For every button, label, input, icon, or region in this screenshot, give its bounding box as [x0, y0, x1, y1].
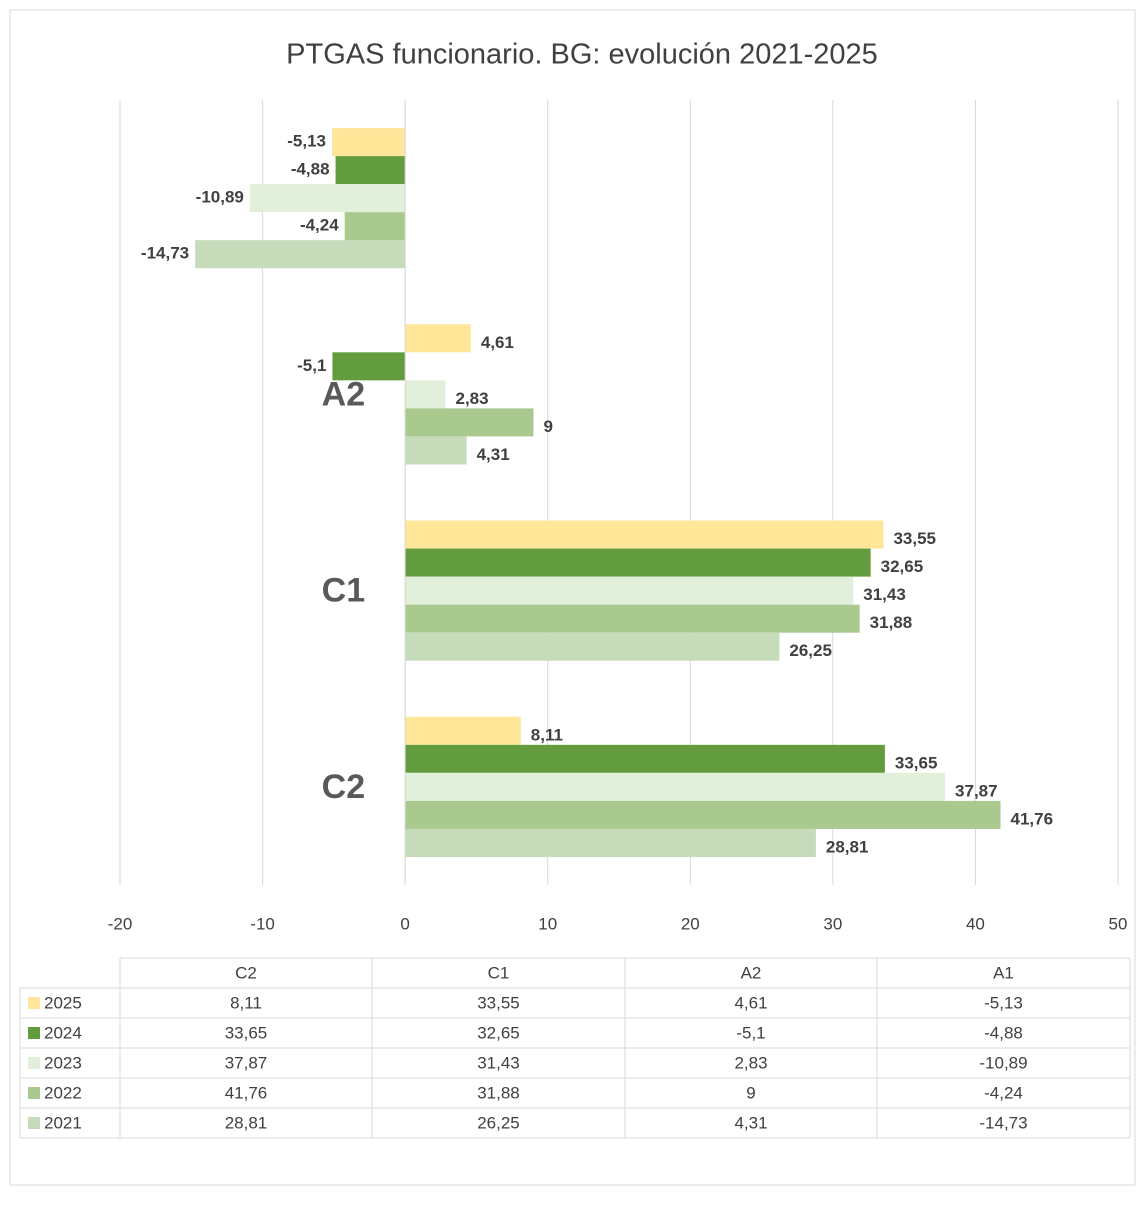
x-tick-label: 30 — [823, 914, 842, 933]
bar — [195, 240, 406, 269]
bar — [405, 604, 860, 633]
table-cell: 37,87 — [225, 1053, 268, 1072]
data-label: -14,73 — [141, 244, 189, 263]
table-cell: 26,25 — [477, 1113, 520, 1132]
data-label: 4,31 — [477, 445, 510, 464]
table-cell: 8,11 — [230, 993, 262, 1012]
x-tick-label: 50 — [1109, 914, 1128, 933]
table-cell: 4,31 — [734, 1113, 767, 1132]
table-header: C2 — [235, 963, 257, 982]
x-tick-label: 10 — [538, 914, 557, 933]
bar — [405, 744, 885, 773]
legend-label: 2024 — [44, 1023, 82, 1042]
table-cell: -4,24 — [984, 1083, 1023, 1102]
bar — [249, 184, 406, 213]
table-cell: 33,65 — [225, 1023, 268, 1042]
x-tick-label: -20 — [108, 914, 133, 933]
x-tick-label: -10 — [250, 914, 275, 933]
table-cell: 31,43 — [477, 1053, 520, 1072]
table-cell: 2,83 — [734, 1053, 767, 1072]
data-label: 33,55 — [893, 529, 936, 548]
data-label: 9 — [543, 417, 552, 436]
bar — [405, 380, 446, 409]
data-label: 37,87 — [955, 781, 998, 800]
data-label: 32,65 — [881, 557, 924, 576]
table-cell: -4,88 — [984, 1023, 1023, 1042]
x-tick-label: 40 — [966, 914, 985, 933]
bar — [344, 212, 406, 241]
data-label: -5,13 — [287, 132, 326, 151]
data-label: 31,43 — [863, 585, 906, 604]
table-cell: 31,88 — [477, 1083, 520, 1102]
bar — [405, 436, 467, 465]
table-cell: 9 — [746, 1083, 755, 1102]
bar — [332, 128, 406, 157]
data-label: 33,65 — [895, 753, 938, 772]
chart-title: PTGAS funcionario. BG: evolución 2021-20… — [286, 39, 878, 71]
data-label: -4,24 — [300, 216, 339, 235]
data-label: 31,88 — [870, 613, 913, 632]
legend-key — [28, 1117, 40, 1129]
table-cell: 28,81 — [225, 1113, 268, 1132]
bar — [405, 548, 871, 577]
category-label: A2 — [322, 375, 365, 413]
table-cell: 41,76 — [225, 1083, 268, 1102]
bar — [405, 828, 816, 857]
legend-label: 2021 — [44, 1113, 82, 1132]
table-cell: 4,61 — [734, 993, 767, 1012]
table-cell: -5,13 — [984, 993, 1023, 1012]
bar — [405, 716, 521, 745]
table-header: C1 — [488, 963, 510, 982]
legend-key — [28, 1027, 40, 1039]
data-label: 41,76 — [1011, 809, 1054, 828]
x-tick-label: 20 — [681, 914, 700, 933]
legend-key — [28, 1087, 40, 1099]
bar — [405, 772, 946, 801]
data-label: -10,89 — [196, 188, 244, 207]
category-label: C1 — [322, 572, 365, 610]
table-header: A2 — [741, 963, 762, 982]
data-label: 8,11 — [531, 725, 563, 744]
bar — [335, 156, 406, 185]
data-label: 4,61 — [481, 333, 514, 352]
table-cell: 33,55 — [477, 993, 520, 1012]
table-cell: -10,89 — [979, 1053, 1027, 1072]
bar — [332, 352, 406, 381]
legend-label: 2022 — [44, 1083, 82, 1102]
legend-key — [28, 1057, 40, 1069]
legend-label: 2025 — [44, 993, 82, 1012]
x-tick-label: 0 — [400, 914, 409, 933]
data-label: -5,1 — [297, 356, 326, 375]
bar — [405, 576, 854, 605]
table-cell: 32,65 — [477, 1023, 520, 1042]
bar — [405, 324, 471, 353]
data-label: 28,81 — [826, 837, 869, 856]
legend-key — [28, 997, 40, 1009]
bar — [405, 800, 1001, 829]
legend-label: 2023 — [44, 1053, 82, 1072]
data-label: 2,83 — [455, 389, 488, 408]
table-cell: -14,73 — [979, 1113, 1027, 1132]
table-cell: -5,1 — [736, 1023, 765, 1042]
bar — [405, 408, 534, 437]
category-label: C2 — [322, 768, 365, 806]
table-header: A1 — [993, 963, 1014, 982]
data-label: -4,88 — [291, 160, 330, 179]
data-label: 26,25 — [789, 641, 832, 660]
bar — [405, 520, 884, 549]
bar — [405, 632, 780, 661]
